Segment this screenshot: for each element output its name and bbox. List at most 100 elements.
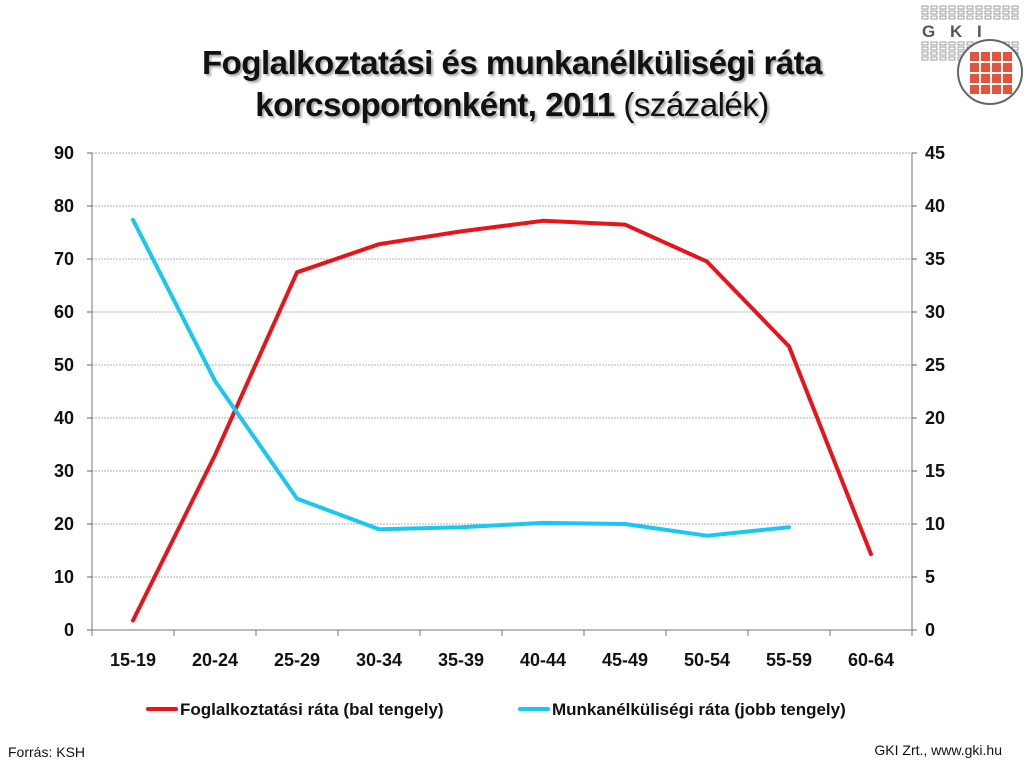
logo-dot bbox=[921, 15, 929, 20]
logo-dot bbox=[1011, 41, 1019, 46]
logo-dot bbox=[966, 5, 974, 10]
logo-red-square bbox=[970, 85, 979, 94]
credit-note: GKI Zrt., www.gki.hu bbox=[874, 742, 1002, 758]
x-tick-label: 15-19 bbox=[110, 650, 156, 670]
logo-red-square bbox=[970, 52, 979, 61]
x-tick-label: 45-49 bbox=[602, 650, 648, 670]
logo-dot bbox=[975, 15, 983, 20]
logo-dot bbox=[984, 15, 992, 20]
logo-dot bbox=[930, 46, 938, 51]
title-unit: (százalék) bbox=[623, 86, 769, 123]
logo-dot bbox=[957, 10, 965, 15]
logo-red-square bbox=[1003, 85, 1012, 94]
logo-dot bbox=[948, 15, 956, 20]
legend: Foglalkoztatási ráta (bal tengely) Munkan… bbox=[146, 700, 846, 719]
title-line-1: Foglalkoztatási és munkanélküliségi ráta bbox=[201, 44, 823, 81]
logo-dot bbox=[966, 15, 974, 20]
logo-dot bbox=[1002, 15, 1010, 20]
logo-dot bbox=[993, 5, 1001, 10]
logo-red-square bbox=[981, 85, 990, 94]
logo-dot bbox=[957, 46, 965, 51]
x-tick-label: 60-64 bbox=[848, 650, 894, 670]
left-tick-label: 90 bbox=[54, 143, 74, 163]
logo-dot bbox=[1011, 15, 1019, 20]
logo-dot bbox=[930, 56, 938, 61]
logo-dot bbox=[1011, 10, 1019, 15]
logo-dot bbox=[939, 51, 947, 56]
logo-dot bbox=[975, 5, 983, 10]
logo-dot bbox=[921, 5, 929, 10]
logo-dot bbox=[948, 46, 956, 51]
left-y-axis: 0 10 20 30 40 50 60 70 80 90 bbox=[54, 143, 92, 640]
logo-dot bbox=[930, 5, 938, 10]
legend-label: Foglalkoztatási ráta (bal tengely) bbox=[180, 700, 444, 719]
logo-dot bbox=[930, 51, 938, 56]
gki-logo: G K I bbox=[921, 5, 1023, 105]
logo-dot bbox=[930, 41, 938, 46]
logo-red-square bbox=[981, 52, 990, 61]
logo-dot bbox=[1011, 5, 1019, 10]
logo-red-square bbox=[992, 85, 1001, 94]
logo-red-square bbox=[992, 63, 1001, 72]
logo-dot bbox=[939, 10, 947, 15]
logo-dot bbox=[921, 10, 929, 15]
x-tick-label: 35-39 bbox=[438, 650, 484, 670]
logo-dot bbox=[930, 15, 938, 20]
right-y-axis: 0 5 10 15 20 25 30 35 40 45 bbox=[912, 143, 945, 640]
logo-text: G K I bbox=[922, 22, 987, 41]
left-tick-label: 0 bbox=[64, 620, 74, 640]
logo-red-square bbox=[992, 52, 1001, 61]
logo-dot bbox=[921, 41, 929, 46]
logo-dot bbox=[948, 5, 956, 10]
gridlines bbox=[92, 152, 912, 578]
legend-label: Munkanélküliségi ráta (jobb tengely) bbox=[552, 700, 846, 719]
logo-red-square bbox=[970, 74, 979, 83]
right-tick-label: 0 bbox=[925, 620, 935, 640]
logo-red-square bbox=[992, 74, 1001, 83]
x-tick-label: 20-24 bbox=[192, 650, 238, 670]
left-tick-label: 40 bbox=[54, 408, 74, 428]
title-line-2: korcsoportonként, 2011 (százalék) bbox=[0, 84, 1024, 126]
logo-dot bbox=[948, 56, 956, 61]
x-tick-label: 25-29 bbox=[274, 650, 320, 670]
logo-red-square bbox=[1003, 63, 1012, 72]
logo-dot bbox=[984, 10, 992, 15]
x-tick-label: 30-34 bbox=[356, 650, 402, 670]
logo-dot bbox=[1002, 5, 1010, 10]
right-tick-label: 20 bbox=[925, 408, 945, 428]
logo-dot bbox=[957, 41, 965, 46]
right-tick-label: 35 bbox=[925, 249, 945, 269]
logo-dot bbox=[957, 5, 965, 10]
source-note: Forrás: KSH bbox=[8, 744, 86, 760]
right-tick-label: 45 bbox=[925, 143, 945, 163]
right-tick-label: 40 bbox=[925, 196, 945, 216]
left-tick-label: 50 bbox=[54, 355, 74, 375]
logo-dot bbox=[930, 10, 938, 15]
logo-red-square bbox=[970, 63, 979, 72]
x-tick-label: 40-44 bbox=[520, 650, 566, 670]
logo-dot bbox=[993, 15, 1001, 20]
chart-title: Foglalkoztatási és munkanélküliségi ráta… bbox=[0, 42, 1024, 126]
logo-dot bbox=[939, 41, 947, 46]
logo-dot bbox=[939, 15, 947, 20]
logo-dot bbox=[1002, 10, 1010, 15]
right-tick-label: 10 bbox=[925, 514, 945, 534]
logo-dot bbox=[921, 46, 929, 51]
logo-dot bbox=[966, 41, 974, 46]
logo-dot bbox=[948, 41, 956, 46]
series-lines bbox=[131, 217, 873, 623]
logo-red-grid bbox=[970, 52, 1012, 94]
logo-red-square bbox=[1003, 74, 1012, 83]
logo-red-square bbox=[981, 63, 990, 72]
logo-dot bbox=[948, 10, 956, 15]
logo-dot bbox=[966, 10, 974, 15]
title-main: korcsoportonként, 2011 bbox=[255, 86, 624, 123]
logo-dot bbox=[948, 51, 956, 56]
left-tick-label: 30 bbox=[54, 461, 74, 481]
right-tick-label: 30 bbox=[925, 302, 945, 322]
right-tick-label: 15 bbox=[925, 461, 945, 481]
logo-red-square bbox=[1003, 52, 1012, 61]
left-tick-label: 60 bbox=[54, 302, 74, 322]
logo-red-square bbox=[981, 74, 990, 83]
logo-dot bbox=[921, 51, 929, 56]
